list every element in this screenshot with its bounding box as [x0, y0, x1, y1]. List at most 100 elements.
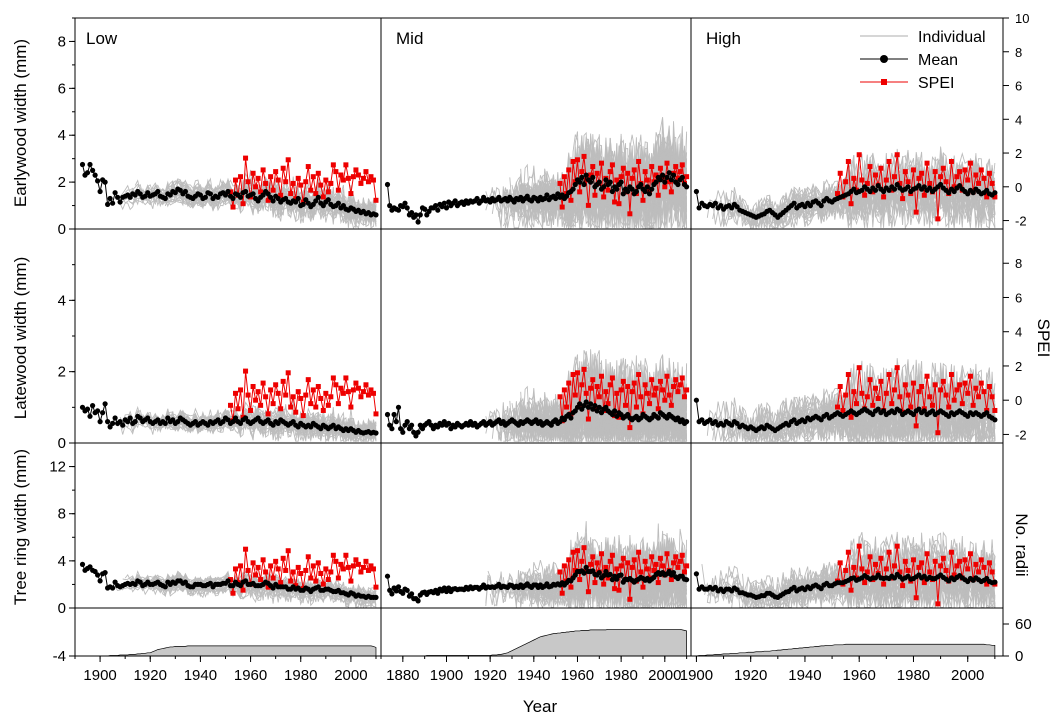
mean-point-low-lw	[117, 419, 123, 425]
mean-point-low-ew	[202, 194, 208, 200]
right-tick-label-radii: 0	[1015, 648, 1023, 665]
spei-point-low-ew	[255, 175, 261, 181]
spei-point-mid-trw	[636, 549, 642, 555]
mean-point-high-ew	[921, 184, 927, 190]
sample-depth-low	[82, 645, 377, 657]
mean-point-mid-lw	[612, 408, 618, 414]
mean-point-mid-ew	[572, 181, 578, 188]
mean-point-high-ew	[693, 188, 700, 195]
spei-point-high-ew	[921, 192, 927, 198]
spei-point-high-ew	[902, 169, 908, 175]
spei-point-low-ew	[243, 155, 249, 161]
spei-point-high-ew	[957, 169, 963, 175]
mean-point-mid-ew	[642, 188, 648, 195]
mean-point-mid-ew	[649, 186, 655, 192]
mean-point-mid-ew	[618, 179, 624, 185]
spei-point-high-trw	[878, 555, 884, 561]
spei-point-high-lw	[845, 372, 851, 378]
spei-point-high-trw	[976, 569, 982, 575]
spei-point-low-trw	[255, 564, 261, 570]
spei-point-low-trw	[240, 587, 246, 593]
xtick-label-low: 1900	[83, 667, 116, 684]
individual-series-mid-ew	[502, 132, 688, 229]
spei-point-high-lw	[929, 402, 935, 408]
spei-point-low-trw	[263, 569, 269, 575]
spei-point-high-trw	[973, 561, 979, 567]
individual-series-low-lw	[164, 418, 377, 441]
mean-point-low-ew	[87, 161, 93, 168]
mean-point-low-ew	[182, 188, 188, 195]
individual-series-low-trw	[114, 584, 377, 602]
spei-point-mid-lw	[620, 378, 626, 384]
spei-point-low-trw	[250, 560, 256, 566]
mean-point-high-lw	[824, 411, 830, 418]
spei-point-mid-ew	[605, 187, 611, 193]
mean-point-low-lw	[120, 422, 126, 428]
mean-point-mid-ew	[668, 177, 675, 183]
individual-series-high-trw	[701, 531, 996, 608]
mean-point-high-ew	[696, 205, 702, 211]
mean-point-low-lw	[105, 419, 111, 425]
mean-point-low-lw	[87, 413, 93, 419]
spei-point-high-lw	[919, 384, 925, 390]
mean-point-high-lw	[761, 426, 767, 432]
xtick-label-mid: 1880	[386, 667, 419, 684]
individual-series-high-lw	[728, 358, 996, 442]
spei-point-low-trw	[333, 558, 339, 564]
spei-point-high-lw	[848, 414, 854, 420]
legend-label-spei: SPEI	[918, 75, 954, 92]
spei-point-mid-ew	[649, 164, 655, 170]
mean-point-low-ew	[373, 212, 379, 218]
mean-point-low-ew	[300, 201, 306, 207]
spei-point-high-lw	[894, 365, 900, 371]
mean-point-low-lw	[162, 420, 168, 426]
mean-point-high-lw	[921, 408, 927, 414]
spei-point-high-trw	[984, 581, 990, 587]
spei-point-high-trw	[843, 567, 849, 573]
spei-point-high-ew	[984, 194, 990, 200]
spei-point-low-ew	[275, 177, 281, 183]
spei-point-mid-trw	[638, 569, 644, 575]
mean-point-mid-trw	[435, 590, 441, 596]
spei-point-mid-ew	[609, 162, 615, 168]
mean-point-low-ew	[92, 172, 98, 178]
mean-point-mid-lw	[391, 411, 397, 418]
spei-point-mid-ew	[673, 164, 679, 170]
xlabel-year: Year	[523, 697, 558, 716]
ytick-label-radii: -4	[53, 648, 66, 665]
mean-point-high-lw	[712, 419, 719, 425]
spei-point-low-ew	[350, 174, 356, 180]
spei-point-high-trw	[957, 558, 963, 564]
ylabel-spei: SPEI	[1034, 319, 1052, 358]
mean-point-high-lw	[875, 406, 881, 412]
spei-point-low-ew	[233, 177, 239, 183]
spei-point-mid-trw	[618, 563, 624, 569]
spei-point-high-trw	[883, 566, 889, 572]
mean-point-high-ew	[894, 181, 900, 188]
mean-point-high-ew	[984, 187, 990, 193]
spei-point-low-trw	[318, 570, 324, 576]
xtick-label-mid: 1920	[473, 667, 506, 684]
spei-point-high-trw	[910, 557, 916, 563]
spei-point-mid-ew	[684, 174, 690, 180]
spei-point-mid-lw	[660, 387, 666, 393]
spei-point-low-ew	[295, 175, 301, 181]
spei-point-low-ew	[328, 180, 334, 186]
spei-point-mid-lw	[627, 425, 633, 431]
spei-point-low-trw	[340, 566, 346, 572]
spei-point-high-trw	[989, 569, 995, 575]
xtick-label-mid: 1980	[604, 667, 637, 684]
spei-point-low-trw	[325, 577, 331, 583]
spei-point-mid-ew	[612, 199, 618, 205]
mean-point-mid-trw	[409, 591, 415, 597]
spei-point-mid-lw	[588, 385, 594, 391]
spei-point-mid-ew	[631, 167, 637, 173]
spei-point-low-lw	[333, 382, 339, 388]
mean-point-mid-ew	[413, 212, 419, 218]
spei-point-mid-ew	[557, 180, 563, 186]
spei-point-mid-trw	[581, 545, 587, 551]
spei-point-low-trw	[278, 580, 284, 586]
mean-point-high-trw	[891, 575, 898, 581]
mean-point-high-lw	[984, 410, 990, 416]
spei-point-high-lw	[938, 387, 944, 393]
